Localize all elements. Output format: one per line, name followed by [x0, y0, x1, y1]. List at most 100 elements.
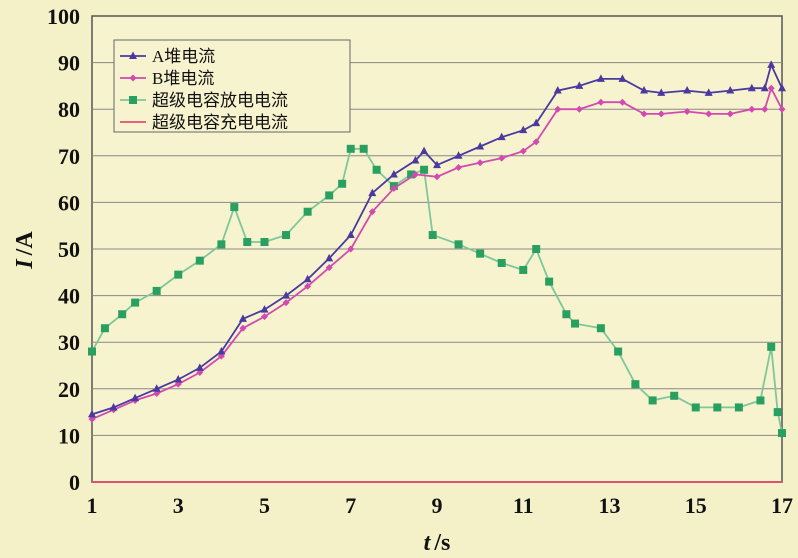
y-axis-title: I/A	[12, 231, 38, 270]
data-point	[778, 429, 786, 438]
data-point	[433, 173, 441, 181]
data-point	[545, 277, 554, 286]
data-point	[532, 138, 540, 146]
y-tick-label: 30	[58, 330, 80, 355]
data-point	[497, 132, 506, 141]
data-point	[243, 238, 252, 247]
data-point	[683, 108, 691, 116]
y-axis-symbol: I	[12, 258, 38, 270]
x-axis-symbol: t	[424, 530, 432, 556]
data-point	[238, 314, 247, 322]
data-point	[571, 319, 579, 328]
data-point	[100, 324, 109, 333]
legend-marker	[129, 96, 137, 104]
data-point	[778, 105, 786, 113]
data-point	[575, 81, 584, 89]
series-3	[88, 144, 786, 438]
y-tick-label: 90	[58, 51, 80, 76]
data-point	[420, 165, 429, 174]
data-point	[195, 363, 204, 371]
y-tick-label: 10	[58, 423, 80, 448]
data-point	[325, 264, 333, 272]
data-point	[390, 184, 398, 192]
data-point	[657, 110, 665, 118]
x-axis-unit: /s	[433, 530, 450, 556]
data-point	[282, 291, 291, 299]
legend-marker	[129, 51, 137, 59]
data-point	[476, 141, 485, 150]
data-point	[618, 98, 626, 106]
data-point	[532, 118, 541, 127]
data-point	[420, 146, 429, 155]
data-point	[597, 98, 605, 106]
legend-label: 超级电容放电电流	[152, 91, 288, 110]
data-point	[476, 159, 484, 167]
data-point	[760, 83, 769, 92]
data-point	[239, 324, 247, 332]
data-point	[773, 408, 782, 417]
data-point	[411, 155, 420, 164]
data-point	[713, 403, 722, 412]
data-point	[670, 391, 679, 400]
data-point	[562, 310, 571, 319]
data-point	[346, 144, 355, 153]
data-point	[734, 403, 743, 412]
data-point	[519, 265, 528, 274]
data-point	[756, 396, 765, 405]
data-point	[761, 105, 769, 113]
y-tick-label: 40	[58, 284, 80, 309]
x-axis-title: t/s	[424, 530, 451, 556]
legend-box	[113, 39, 351, 133]
data-point	[476, 249, 485, 258]
y-tick-label: 100	[47, 4, 80, 29]
data-point	[614, 347, 623, 356]
data-point	[519, 147, 527, 155]
data-point	[338, 179, 347, 188]
x-tick-label: 3	[173, 493, 184, 518]
legend-marker	[129, 74, 137, 82]
data-point	[131, 393, 140, 402]
y-tick-label: 50	[58, 237, 80, 262]
data-point	[455, 163, 463, 171]
data-point	[454, 240, 463, 249]
data-point	[631, 380, 640, 389]
data-point	[704, 88, 713, 96]
data-point	[260, 305, 269, 313]
data-point	[217, 347, 226, 355]
y-tick-label: 70	[58, 144, 80, 169]
data-point	[748, 105, 756, 113]
data-point	[778, 83, 786, 92]
y-tick-label: 80	[58, 97, 80, 122]
x-tick-label: 13	[599, 493, 621, 518]
data-point	[368, 208, 376, 216]
x-tick-label: 15	[685, 493, 707, 518]
data-point	[304, 282, 312, 290]
data-point	[325, 191, 334, 200]
data-point	[88, 409, 96, 418]
data-point	[726, 86, 735, 94]
data-point	[767, 84, 775, 92]
data-point	[691, 403, 700, 412]
data-point	[347, 245, 355, 253]
data-point	[88, 347, 96, 356]
data-point	[747, 83, 756, 92]
data-point	[346, 230, 355, 239]
y-tick-label: 60	[58, 190, 80, 215]
data-point	[640, 86, 648, 94]
data-point	[303, 207, 312, 216]
data-point	[705, 110, 713, 118]
data-point	[648, 396, 657, 405]
data-point	[407, 170, 416, 179]
legend-label: B堆电流	[152, 69, 214, 88]
data-point	[282, 231, 291, 240]
data-point	[454, 151, 463, 159]
x-tick-label: 7	[345, 493, 356, 518]
data-point	[683, 86, 692, 94]
y-axis-unit: /A	[12, 231, 38, 257]
data-point	[217, 240, 226, 249]
data-point	[282, 299, 290, 307]
data-point	[519, 125, 528, 134]
x-tick-labels: 1 3 5 7 9 11 13 15 17	[87, 493, 794, 518]
data-point	[260, 238, 269, 247]
